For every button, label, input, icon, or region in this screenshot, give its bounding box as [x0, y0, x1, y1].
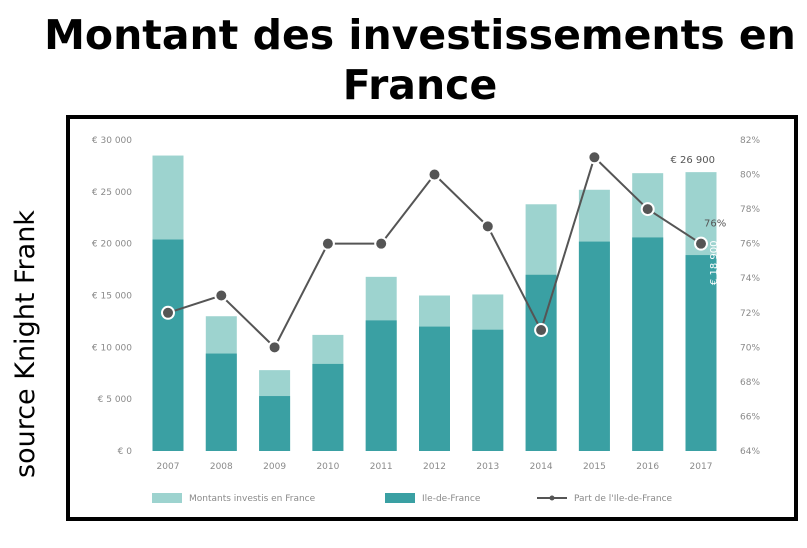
y-right-tick-label: 66% — [740, 412, 760, 422]
line-point — [374, 236, 389, 251]
line-point — [161, 305, 175, 320]
bar-ile-de-france — [578, 241, 610, 451]
line-point — [587, 150, 602, 165]
bar-ile-de-france — [259, 396, 291, 451]
legend-label-idf: Ile-de-France — [422, 494, 481, 504]
y-right-tick-label: 74% — [740, 274, 760, 284]
bar-ile-de-france — [365, 320, 397, 451]
chart-frame — [66, 115, 798, 521]
y-left-tick-label: € 20 000 — [92, 240, 132, 250]
legend-label-share: Part de l'Ile-de-France — [574, 494, 673, 504]
bar-ile-de-france — [685, 255, 717, 451]
y-left-tick-label: € 15 000 — [92, 292, 132, 302]
y-right-tick-label: 68% — [740, 378, 760, 388]
x-tick-label: 2017 — [690, 462, 713, 472]
bar-ile-de-france — [472, 329, 504, 451]
y-right-tick-label: 80% — [740, 171, 760, 181]
y-left-tick-label: € 30 000 — [92, 136, 132, 146]
x-tick-label: 2010 — [316, 462, 339, 472]
x-tick-label: 2009 — [263, 462, 286, 472]
legend-marker-share — [549, 495, 555, 501]
annotation-total-2017: € 26 900 — [670, 155, 715, 166]
bar-ile-de-france — [205, 353, 237, 451]
bar-ile-de-france — [632, 237, 664, 451]
y-right-tick-label: 64% — [740, 447, 760, 457]
y-left-tick-label: € 5 000 — [98, 395, 133, 405]
x-tick-label: 2013 — [476, 462, 499, 472]
line-point — [427, 167, 442, 182]
line-point — [480, 219, 495, 234]
y-right-tick-label: 72% — [740, 309, 760, 319]
legend-label-total: Montants investis en France — [189, 494, 316, 504]
y-right-tick-label: 78% — [740, 205, 760, 215]
x-tick-label: 2007 — [157, 462, 180, 472]
y-right-tick-label: 82% — [740, 136, 760, 146]
y-left-tick-label: € 0 — [118, 447, 133, 457]
y-right-tick-label: 70% — [740, 343, 760, 353]
x-tick-label: 2014 — [530, 462, 553, 472]
line-point — [694, 236, 708, 251]
x-tick-label: 2015 — [583, 462, 606, 472]
line-point — [320, 236, 335, 251]
x-tick-label: 2008 — [210, 462, 233, 472]
legend-swatch-idf — [385, 493, 415, 503]
page-title: Montant des investissements en France — [44, 11, 796, 109]
y-left-tick-label: € 10 000 — [92, 343, 132, 353]
x-tick-label: 2016 — [636, 462, 659, 472]
annotation-idf-2017: € 18 900 — [709, 241, 720, 286]
line-point — [214, 288, 229, 303]
x-tick-label: 2011 — [370, 462, 393, 472]
bar-ile-de-france — [312, 363, 344, 451]
bar-ile-de-france — [525, 274, 557, 451]
bar-ile-de-france — [419, 326, 450, 451]
x-tick-label: 2012 — [423, 462, 446, 472]
y-right-tick-label: 76% — [740, 240, 760, 250]
legend-swatch-total — [152, 493, 182, 503]
bar-ile-de-france — [152, 239, 184, 451]
y-left-tick-label: € 25 000 — [92, 188, 132, 198]
line-point — [267, 340, 282, 355]
annotation-share-2017: 76% — [704, 219, 726, 230]
line-point — [534, 323, 549, 338]
line-point — [640, 202, 655, 217]
